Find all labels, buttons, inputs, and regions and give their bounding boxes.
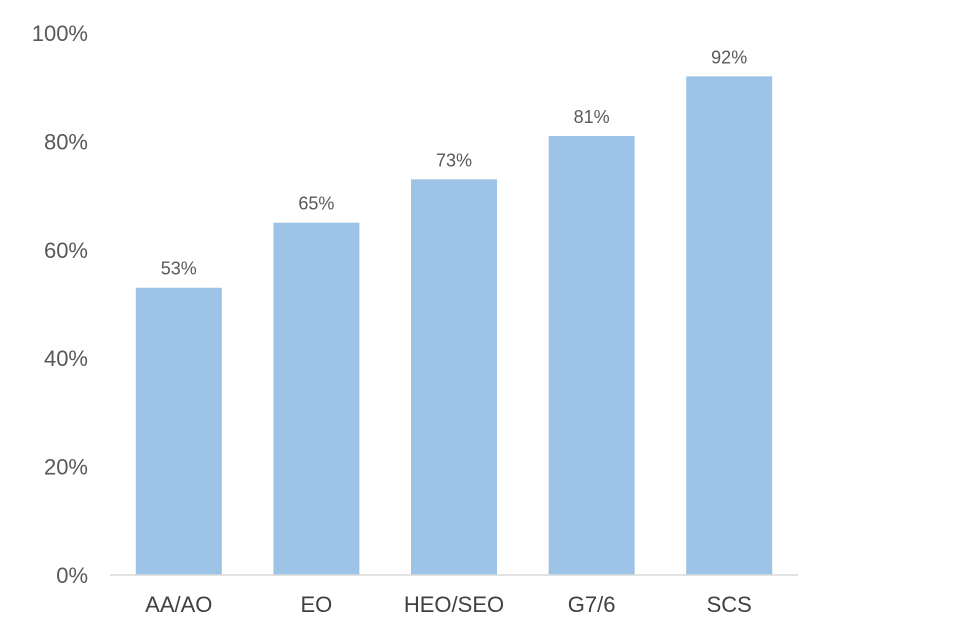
x-tick-label: EO [301,592,333,617]
x-tick-label: HEO/SEO [404,592,504,617]
bars [135,76,773,576]
bar-aa-ao [135,287,222,575]
data-label: 65% [298,194,334,214]
x-tick-label: G7/6 [568,592,616,617]
data-label: 92% [711,47,747,67]
y-tick-label: 60% [44,238,88,263]
bar-eo [273,222,360,575]
y-tick-label: 0% [56,563,88,588]
bar-g7-6 [548,135,635,576]
y-tick-label: 100% [32,21,88,46]
x-axis-ticks: AA/AO EO HEO/SEO G7/6 SCS [145,592,752,617]
data-label: 73% [436,150,472,170]
data-label: 81% [574,107,610,127]
y-tick-label: 20% [44,455,88,480]
y-tick-label: 40% [44,346,88,371]
y-tick-label: 80% [44,129,88,154]
y-axis-ticks: 0% 20% 40% 60% 80% 100% [32,21,88,588]
bar-scs [686,76,773,576]
x-tick-label: AA/AO [145,592,212,617]
x-tick-label: SCS [707,592,752,617]
data-labels: 53% 65% 73% 81% 92% [161,47,747,278]
bar-heo-seo [411,179,497,575]
data-label: 53% [161,259,197,279]
